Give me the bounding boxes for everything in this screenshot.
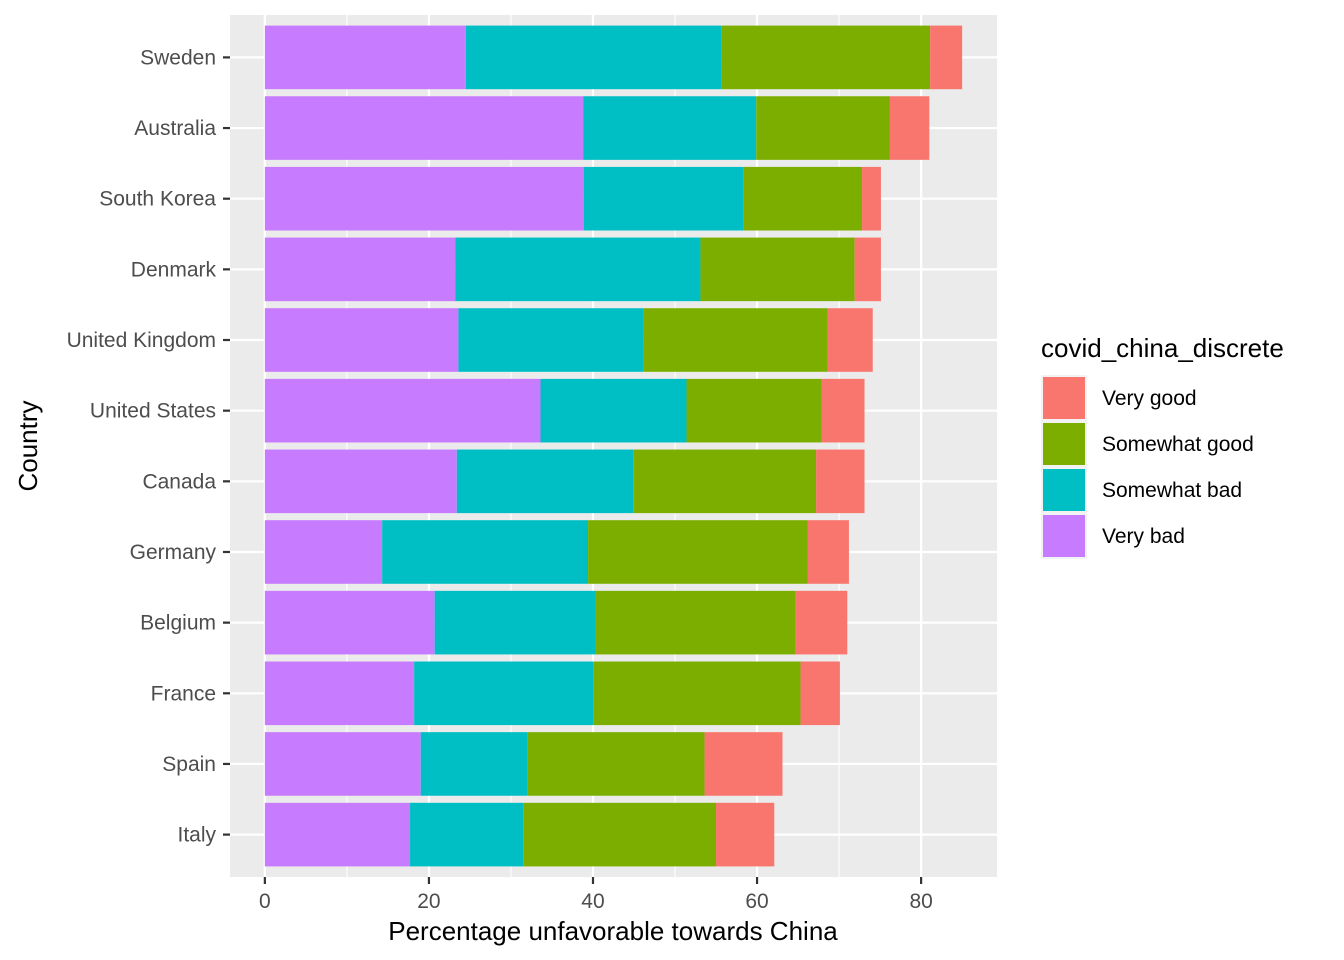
bar-very-bad [264,520,383,584]
bar-very-bad [264,802,411,867]
bar-very-bad [264,308,459,372]
bar-very-good [821,378,865,443]
y-tick-label: United States [90,400,216,423]
y-tick-label: Germany [130,541,217,564]
bar-very-good [889,96,930,160]
y-tick-label: Australia [134,117,216,140]
legend-label-very-good: Very good [1102,387,1197,410]
bar-somewhat-bad [456,449,634,514]
bar-very-bad [264,732,421,796]
bar-somewhat-bad [583,166,744,231]
x-tick-label: 40 [581,890,604,913]
x-axis: 0 20 40 60 80 [259,877,933,913]
bar-somewhat-good [527,732,705,796]
legend-label-very-bad: Very bad [1102,525,1185,548]
bar-very-good [807,520,849,584]
bar-somewhat-bad [410,802,524,867]
legend-swatch-very-good [1043,377,1085,419]
y-tick-label: Sweden [140,46,216,69]
y-tick-label: United Kingdom [67,329,216,352]
y-axis: Sweden Australia South Korea Denmark United … [67,46,230,847]
y-tick-label: Belgium [140,612,216,635]
bar-somewhat-bad [414,661,594,726]
bar-somewhat-good [593,661,801,726]
legend-swatch-somewhat-good [1043,423,1085,465]
bar-somewhat-good [756,96,890,160]
bar-somewhat-bad [434,590,596,655]
x-tick-label: 0 [259,890,271,913]
bar-very-good [862,166,881,231]
legend-label-somewhat-bad: Somewhat bad [1102,479,1242,502]
bar-very-bad [264,237,456,302]
bar-somewhat-bad [540,378,687,443]
bar-somewhat-bad [465,25,722,90]
bar-very-good [800,661,840,726]
bar-very-good [854,237,881,302]
bar-very-bad [264,166,584,231]
y-tick-label: Spain [162,753,216,776]
bar-very-good [795,590,848,655]
bar-somewhat-good [721,25,931,90]
bar-somewhat-bad [382,520,589,584]
y-tick-label: South Korea [99,188,216,211]
bar-somewhat-good [643,308,828,372]
bar-somewhat-good [633,449,817,514]
bar-very-bad [264,25,466,90]
bar-somewhat-bad [420,732,528,796]
bar-somewhat-good [743,166,863,231]
bar-very-good [816,449,865,514]
bar-very-bad [264,378,541,443]
bar-somewhat-good [523,802,717,867]
legend: covid_china_discrete Very good Somewhat g… [1041,333,1284,559]
bar-very-bad [264,96,584,160]
bar-somewhat-good [595,590,796,655]
bar-very-bad [264,449,457,514]
legend-swatch-somewhat-bad [1043,469,1085,511]
x-tick-label: 20 [417,890,440,913]
y-tick-label: Denmark [131,258,217,281]
bar-somewhat-bad [458,308,644,372]
bar-very-good [716,802,775,867]
y-tick-label: Canada [142,470,216,493]
bar-very-bad [264,661,415,726]
legend-swatch-very-bad [1043,515,1085,557]
y-tick-label: Italy [177,824,216,847]
bar-somewhat-good [700,237,855,302]
x-tick-label: 80 [909,890,932,913]
bar-very-bad [264,590,435,655]
y-tick-label: France [151,682,216,705]
bar-somewhat-bad [455,237,701,302]
bar-very-good [704,732,783,796]
x-axis-title: Percentage unfavorable towards China [388,916,838,946]
bar-somewhat-good [686,378,822,443]
y-axis-title: Country [13,400,43,491]
x-tick-label: 60 [745,890,768,913]
bars [264,25,963,867]
bar-somewhat-bad [583,96,757,160]
legend-title: covid_china_discrete [1041,333,1284,363]
legend-label-somewhat-good: Somewhat good [1102,433,1254,456]
bar-very-good [827,308,873,372]
bar-very-good [930,25,963,90]
bar-somewhat-good [588,520,808,584]
